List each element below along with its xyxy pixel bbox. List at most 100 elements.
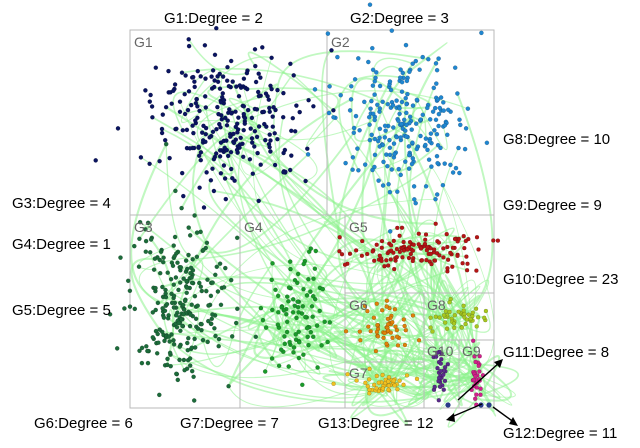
edge <box>416 99 448 150</box>
node-g6 <box>366 324 371 329</box>
node-g3 <box>171 342 177 347</box>
node-g2 <box>398 172 404 178</box>
node-g1 <box>228 166 234 172</box>
node-g5 <box>401 248 407 253</box>
node-g9 <box>473 396 478 401</box>
node-g1 <box>258 75 263 80</box>
node-g1 <box>185 107 191 113</box>
node-g4 <box>294 315 299 321</box>
node-g2 <box>338 92 344 98</box>
node-g4 <box>290 296 296 302</box>
node-g3 <box>168 276 174 282</box>
node-g4 <box>303 314 308 320</box>
node-g1 <box>252 47 258 52</box>
node-g1 <box>211 156 217 162</box>
node-g1 <box>280 114 286 120</box>
node-g4 <box>284 319 290 325</box>
node-g3 <box>176 320 182 326</box>
node-g1 <box>253 79 259 85</box>
degree-label-g9: G9:Degree = 9 <box>503 197 602 214</box>
node-g1 <box>163 104 169 110</box>
node-g2 <box>404 78 410 84</box>
node-g5 <box>491 238 496 243</box>
node-g2 <box>436 111 442 117</box>
edge <box>446 279 490 316</box>
node-g3 <box>145 220 151 226</box>
node-g3 <box>177 300 183 306</box>
node-g2 <box>380 183 386 188</box>
node-g1 <box>172 82 178 87</box>
node-g7 <box>392 383 397 388</box>
edge <box>172 91 236 131</box>
node-g1 <box>233 124 239 130</box>
edge <box>473 355 501 396</box>
node-g2 <box>444 132 450 138</box>
node-g3 <box>199 327 204 333</box>
node-g3 <box>177 280 183 285</box>
node-g1 <box>186 43 192 49</box>
node-g4 <box>317 308 323 314</box>
node-g2 <box>484 140 490 146</box>
node-g3 <box>186 225 191 230</box>
node-g3 <box>163 294 169 300</box>
node-g5 <box>424 257 429 263</box>
node-g8 <box>456 309 461 314</box>
node-g5 <box>342 262 348 267</box>
edge <box>434 279 456 322</box>
node-g3 <box>210 312 215 317</box>
node-g3 <box>155 331 160 337</box>
node-g5 <box>476 247 481 252</box>
node-g3 <box>179 205 184 211</box>
node-g3 <box>187 356 193 361</box>
degree-label-g4: G4:Degree = 1 <box>12 236 111 253</box>
node-g3 <box>183 258 189 263</box>
node-g3 <box>161 315 167 320</box>
node-g3 <box>184 290 189 296</box>
node-g2 <box>438 145 443 151</box>
node-g3 <box>216 343 221 349</box>
edge <box>454 310 491 333</box>
group-box-label: G9 <box>462 343 481 359</box>
node-g2 <box>377 144 383 149</box>
node-g2 <box>410 61 416 67</box>
node-g1 <box>147 99 153 104</box>
node-g3 <box>184 266 190 272</box>
edge <box>202 132 355 254</box>
edge <box>130 143 168 306</box>
node-g1 <box>220 91 226 96</box>
node-g5 <box>419 258 425 263</box>
node-g5 <box>423 237 428 243</box>
group-box-label: G7 <box>349 365 368 381</box>
node-g4 <box>311 276 316 282</box>
node-g3 <box>164 301 170 307</box>
node-g2 <box>361 99 367 105</box>
node-g1 <box>169 101 174 106</box>
edge <box>286 321 321 375</box>
node-g9 <box>478 386 483 391</box>
node-g3 <box>165 356 170 362</box>
node-g1 <box>261 109 267 115</box>
node-g2 <box>455 91 460 96</box>
node-g5 <box>374 242 379 247</box>
node-g2 <box>377 106 383 111</box>
node-g1 <box>150 115 155 120</box>
node-g8 <box>447 300 452 305</box>
node-g5 <box>394 254 399 260</box>
node-g4 <box>296 329 302 335</box>
group-box-label: G1 <box>134 34 153 50</box>
node-g2 <box>397 111 402 117</box>
node-g3 <box>167 350 173 356</box>
node-g4 <box>312 266 318 272</box>
node-g2 <box>418 133 423 139</box>
edge <box>149 252 383 377</box>
node-g1 <box>197 185 202 190</box>
node-g2 <box>403 110 409 116</box>
node-g2 <box>404 122 409 128</box>
node-g3 <box>185 347 191 353</box>
node-g1 <box>218 100 224 105</box>
node-g3 <box>172 234 178 240</box>
node-g3 <box>182 298 188 304</box>
node-g1 <box>210 129 216 135</box>
node-g3 <box>189 302 194 308</box>
